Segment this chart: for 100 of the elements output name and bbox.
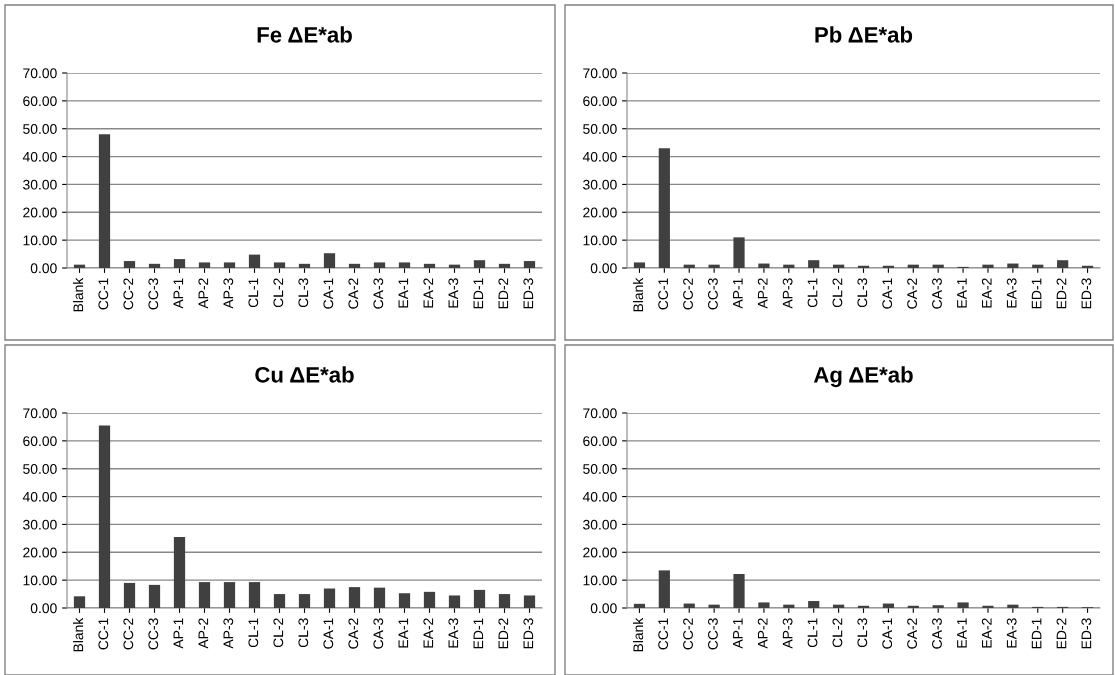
- y-tick-label: 20.00: [23, 547, 57, 558]
- y-tick-label: 70.00: [583, 408, 617, 419]
- x-tick-label: CC-3: [148, 278, 159, 310]
- x-tick-label: CC-3: [708, 278, 718, 310]
- x-tick-label: CA-2: [348, 618, 359, 649]
- x-tick-label: CL-1: [248, 618, 259, 648]
- x-tick-label: EA-3: [1006, 278, 1017, 308]
- x-tick-label: CC-2: [683, 618, 693, 650]
- x-tick-label: CA-1: [323, 618, 334, 649]
- bar: [73, 596, 86, 608]
- chart-title: Ag ΔE*ab: [813, 366, 913, 388]
- x-tick-label: Blank: [632, 617, 644, 652]
- bar: [982, 605, 994, 608]
- chart-title: Pb ΔE*ab: [815, 26, 913, 43]
- bar: [633, 262, 646, 268]
- bar: [348, 587, 361, 608]
- x-tick-label: EA-1: [957, 278, 967, 308]
- bar: [198, 262, 211, 268]
- bar: [173, 259, 186, 268]
- x-tick-label: ED-2: [1056, 618, 1067, 649]
- y-tick-label: 50.00: [23, 464, 57, 474]
- x-tick-label: AP-3: [782, 618, 793, 649]
- x-tick-label: CA-2: [348, 278, 359, 309]
- x-tick-label: CA-3: [932, 618, 942, 649]
- x-tick-label: Blank: [632, 277, 644, 312]
- x-tick-label: CC-2: [683, 278, 693, 310]
- bar: [473, 589, 486, 608]
- bar: [148, 263, 161, 268]
- bar: [758, 263, 770, 268]
- bar: [373, 587, 386, 608]
- x-tick-label: CA-3: [373, 278, 384, 309]
- x-tick-label: ED-2: [498, 618, 509, 649]
- x-tick-label: CC-3: [708, 618, 718, 650]
- bar: [123, 261, 136, 268]
- x-tick-label: AP-2: [198, 278, 209, 309]
- bar: [808, 601, 820, 608]
- y-tick-label: 0.00: [590, 263, 617, 274]
- chart-title: Cu ΔE*ab: [255, 366, 354, 383]
- x-tick-label: CA-3: [932, 278, 942, 309]
- bar: [248, 254, 261, 268]
- bar: [223, 262, 236, 268]
- x-tick-label: EA-2: [981, 278, 992, 308]
- bar: [498, 263, 511, 268]
- x-tick-label: CA-2: [907, 278, 918, 309]
- x-tick-label: ED-3: [523, 618, 534, 649]
- x-tick-label: CC-1: [98, 618, 109, 650]
- bar: [98, 134, 111, 268]
- x-tick-label: ED-2: [1056, 278, 1067, 309]
- y-tick-label: 60.00: [23, 96, 57, 107]
- bar: [248, 582, 261, 608]
- y-tick-label: 20.00: [23, 207, 57, 218]
- x-tick-label: ED-3: [523, 278, 534, 309]
- x-tick-label: CL-2: [273, 618, 284, 648]
- bar: [423, 263, 436, 268]
- y-tick-label: 10.00: [583, 575, 617, 586]
- bar: [658, 570, 670, 608]
- y-tick-label: 40.00: [582, 491, 617, 502]
- x-tick-label: CL-3: [298, 278, 309, 308]
- bar: [758, 602, 770, 608]
- bar: [298, 263, 311, 268]
- bar: [273, 262, 286, 268]
- x-tick-label: EA-3: [1006, 618, 1017, 648]
- bar: [298, 594, 311, 608]
- x-tick-label: CC-2: [123, 618, 134, 650]
- x-tick-label: AP-2: [757, 278, 768, 309]
- bar: [1057, 260, 1069, 268]
- x-tick-label: CL-3: [857, 618, 868, 648]
- x-tick-label: CA-1: [882, 618, 893, 649]
- bar: [473, 260, 486, 268]
- x-tick-label: CC-1: [98, 278, 109, 310]
- y-tick-label: 70.00: [23, 68, 57, 79]
- x-tick-label: ED-3: [1081, 278, 1092, 309]
- y-tick-label: 50.00: [23, 124, 57, 134]
- x-tick-label: EA-2: [423, 618, 434, 648]
- x-tick-label: CC-1: [658, 618, 669, 650]
- x-tick-label: AP-3: [782, 278, 793, 309]
- x-tick-label: ED-3: [1081, 618, 1092, 649]
- x-tick-label: CC-2: [123, 278, 134, 310]
- bar: [123, 582, 136, 608]
- y-tick-label: 30.00: [23, 519, 57, 530]
- bar: [808, 260, 820, 268]
- y-tick-label: 20.00: [583, 547, 617, 558]
- y-tick-label: 10.00: [583, 235, 617, 246]
- bar: [173, 536, 186, 608]
- bar: [223, 582, 236, 608]
- y-tick-label: 60.00: [583, 96, 617, 107]
- x-tick-label: CA-3: [373, 618, 384, 649]
- bar: [523, 261, 536, 268]
- x-tick-label: AP-1: [173, 618, 184, 649]
- x-tick-label: AP-3: [223, 618, 234, 649]
- y-tick-label: 70.00: [23, 408, 57, 419]
- y-tick-label: 0.00: [30, 263, 57, 274]
- x-tick-label: CA-1: [882, 278, 893, 309]
- bar: [373, 262, 386, 268]
- y-tick-label: 50.00: [583, 124, 617, 134]
- y-tick-label: 0.00: [590, 603, 617, 614]
- bar: [148, 584, 161, 608]
- x-tick-label: ED-2: [498, 278, 509, 309]
- x-tick-label: AP-1: [733, 278, 743, 309]
- bar: [398, 593, 411, 608]
